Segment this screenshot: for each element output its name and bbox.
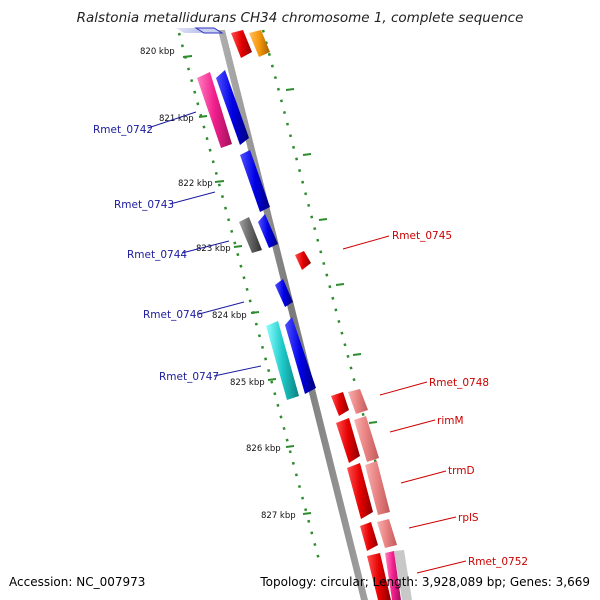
cds-feature-blue xyxy=(285,317,316,394)
cds-feature-grey xyxy=(394,550,412,600)
cds-feature-red xyxy=(295,251,311,270)
kbp-label: 825 kbp xyxy=(230,378,265,388)
cds-feature-blue xyxy=(240,150,270,212)
cds-feature-salmon xyxy=(377,519,397,548)
cds-feature-red xyxy=(331,392,349,416)
gene-label-Rmet_0745: Rmet_0745 xyxy=(392,230,452,242)
kbp-label: 823 kbp xyxy=(196,244,231,254)
cds-feature-salmon xyxy=(354,416,379,462)
cds-feature-red xyxy=(336,418,360,463)
kbp-label: 820 kbp xyxy=(140,47,175,57)
cds-feature-blue xyxy=(275,279,293,307)
kbp-label: 824 kbp xyxy=(212,311,247,321)
gene-label-rimM: rimM xyxy=(437,415,464,427)
cds-feature-blue xyxy=(258,214,278,248)
map-title: Ralstonia metallidurans CH34 chromosome … xyxy=(76,10,524,26)
cds-feature-salmon xyxy=(365,461,390,515)
gene-label-rplS: rplS xyxy=(458,512,479,524)
gene-label-Rmet_0742: Rmet_0742 xyxy=(93,124,153,136)
cds-feature-pink xyxy=(197,72,232,148)
cds-feature-grey xyxy=(239,217,262,253)
kbp-label: 826 kbp xyxy=(246,444,281,454)
cds-feature-red xyxy=(367,553,391,600)
cds-feature-salmon xyxy=(348,389,368,414)
left-label-lines xyxy=(147,111,262,377)
gene-label-Rmet_0752: Rmet_0752 xyxy=(468,556,528,568)
gene-label-Rmet_0744: Rmet_0744 xyxy=(127,249,187,261)
cds-feature-red xyxy=(231,30,252,58)
kbp-label: 827 kbp xyxy=(261,511,296,521)
gene-label-Rmet_0746: Rmet_0746 xyxy=(143,309,203,321)
accession-text: Accession: NC_007973 xyxy=(9,575,146,589)
gene-label-Rmet_0748: Rmet_0748 xyxy=(429,377,489,389)
gene-label-trmD: trmD xyxy=(448,465,475,477)
cds-feature-cyan xyxy=(266,321,299,400)
right-label-lines xyxy=(342,235,467,574)
left-major-ticks xyxy=(182,55,312,515)
right-major-ticks xyxy=(285,88,378,424)
cds-feature-red xyxy=(360,522,378,551)
cds-feature-orange xyxy=(249,30,270,57)
cds-feature-blue xyxy=(216,70,249,145)
left-tick-ruler xyxy=(177,32,321,561)
gene-label-Rmet_0743: Rmet_0743 xyxy=(114,199,174,211)
gene-label-Rmet_0747: Rmet_0747 xyxy=(159,371,219,383)
cds-feature-blue xyxy=(194,27,224,34)
topology-text: Topology: circular; Length: 3,928,089 bp… xyxy=(260,575,590,589)
cds-feature-lightblue xyxy=(176,28,204,33)
cds-feature-red xyxy=(347,463,373,519)
cds-feature-pink xyxy=(385,551,401,600)
kbp-label: 822 kbp xyxy=(178,179,213,189)
